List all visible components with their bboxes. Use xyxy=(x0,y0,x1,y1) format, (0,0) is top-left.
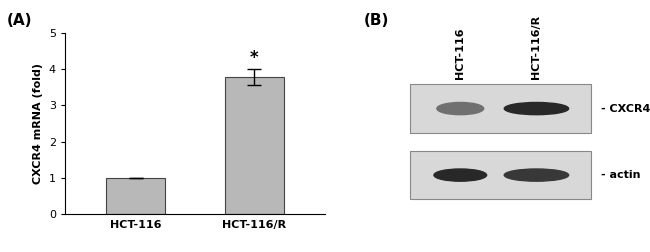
Ellipse shape xyxy=(504,103,569,115)
Text: HCT-116: HCT-116 xyxy=(455,27,465,79)
Text: *: * xyxy=(250,49,259,67)
Text: - actin: - actin xyxy=(601,170,641,180)
Text: HCT-116/R: HCT-116/R xyxy=(532,15,541,79)
Bar xyxy=(224,77,283,214)
Text: (A): (A) xyxy=(6,13,32,28)
Ellipse shape xyxy=(434,169,487,181)
FancyBboxPatch shape xyxy=(410,84,591,133)
Text: (B): (B) xyxy=(364,13,389,28)
Ellipse shape xyxy=(504,169,569,181)
Bar xyxy=(107,178,166,214)
Text: - CXCR4: - CXCR4 xyxy=(601,104,650,114)
Ellipse shape xyxy=(437,103,484,115)
FancyBboxPatch shape xyxy=(410,151,591,200)
Y-axis label: CXCR4 mRNA (fold): CXCR4 mRNA (fold) xyxy=(33,63,44,184)
